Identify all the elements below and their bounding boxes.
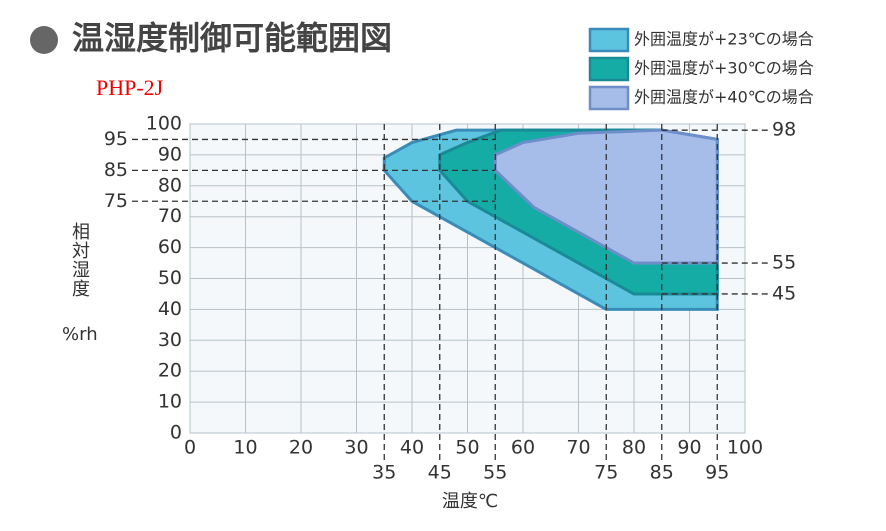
x-tick-label: 0 bbox=[184, 437, 196, 459]
legend-label: 外囲温度が+30℃の場合 bbox=[634, 59, 814, 78]
y-tick-label: 80 bbox=[158, 174, 182, 196]
y-unit: %rh bbox=[62, 324, 98, 345]
y-tick-label: 60 bbox=[158, 236, 182, 258]
y-tick-label: 100 bbox=[146, 113, 182, 135]
x-tick-label: 40 bbox=[400, 437, 424, 459]
x-tick-label: 100 bbox=[727, 437, 763, 459]
legend-swatch bbox=[588, 85, 630, 111]
x-tick-label: 80 bbox=[622, 437, 646, 459]
ref-label: 85 bbox=[650, 462, 674, 484]
ref-label: 75 bbox=[594, 462, 618, 484]
x-tick-label: 90 bbox=[677, 437, 701, 459]
y-tick-label: 40 bbox=[158, 298, 182, 320]
y-tick-label: 10 bbox=[158, 391, 182, 413]
ref-label: 45 bbox=[428, 462, 452, 484]
subtitle: PHP-2J bbox=[96, 75, 164, 100]
ref-label: 95 bbox=[104, 128, 128, 150]
title-bullet bbox=[30, 26, 58, 54]
ref-label: 95 bbox=[705, 462, 729, 484]
legend-label: 外囲温度が+40℃の場合 bbox=[634, 88, 814, 107]
ref-label: 98 bbox=[772, 119, 796, 141]
y-tick-label: 30 bbox=[158, 329, 182, 351]
ref-label: 55 bbox=[483, 462, 507, 484]
x-tick-label: 10 bbox=[233, 437, 257, 459]
legend-label: 外囲温度が+23℃の場合 bbox=[634, 30, 814, 49]
ref-label: 55 bbox=[772, 252, 796, 274]
ref-label: 35 bbox=[372, 462, 396, 484]
y-axis-label: 相対湿度 bbox=[69, 222, 90, 298]
y-tick-label: 0 bbox=[170, 422, 182, 444]
chart-title: 温湿度制御可能範囲図 bbox=[72, 19, 392, 57]
y-tick-label: 50 bbox=[158, 267, 182, 289]
x-tick-label: 60 bbox=[511, 437, 535, 459]
ref-label: 45 bbox=[772, 282, 796, 304]
x-tick-label: 20 bbox=[289, 437, 313, 459]
ref-label: 75 bbox=[104, 190, 128, 212]
x-tick-label: 70 bbox=[566, 437, 590, 459]
x-tick-label: 50 bbox=[455, 437, 479, 459]
y-tick-label: 90 bbox=[158, 143, 182, 165]
ref-label: 85 bbox=[104, 159, 128, 181]
legend-swatch bbox=[588, 56, 630, 82]
legend-swatch bbox=[588, 27, 630, 53]
x-axis-label: 温度℃ bbox=[442, 491, 498, 512]
y-tick-label: 70 bbox=[158, 205, 182, 227]
y-tick-label: 20 bbox=[158, 360, 182, 382]
x-tick-label: 30 bbox=[344, 437, 368, 459]
